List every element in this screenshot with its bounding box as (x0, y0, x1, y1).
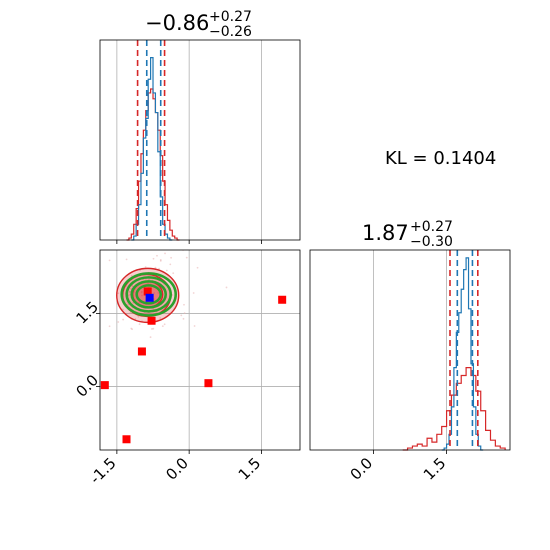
top-left-histograms (126, 57, 180, 241)
blue-square-marker (145, 293, 154, 302)
top-left-title-sub: −0.26 (209, 24, 252, 40)
top-left-gridlines (116, 40, 262, 240)
bottom-left-y-tick-label-0: 0.0 (72, 371, 102, 401)
sample-point (185, 256, 188, 259)
top-left-title: −0.86 (145, 11, 209, 35)
sample-point (149, 336, 152, 339)
bottom-left-x-tick-label-1: 0.0 (162, 454, 192, 484)
red-square-marker-1 (122, 435, 131, 444)
red-square-marker-4 (278, 295, 287, 304)
sample-point (152, 308, 155, 311)
sample-point (196, 266, 199, 269)
sample-point (138, 323, 141, 326)
red-square-marker-0 (100, 381, 109, 390)
red-square-marker-2 (137, 347, 146, 356)
sample-point (165, 269, 168, 272)
bottom-right-panel: 0.0 1.5 1.87 +0.27 −0.30 (309, 219, 511, 484)
sample-point (163, 323, 166, 326)
top-left-title-value: −0.86 (145, 11, 209, 35)
sample-point (172, 272, 175, 275)
red-square-marker-6 (143, 287, 152, 296)
sample-point (182, 317, 185, 320)
sample-point (147, 282, 149, 285)
top-left-panel: −0.86 +0.27 −0.26 (99, 9, 301, 244)
top-left-axes-border (99, 39, 301, 241)
sample-point (148, 278, 150, 281)
bottom-left-axes-border (99, 249, 301, 451)
green-contour-1 (125, 276, 173, 313)
sample-point (192, 292, 195, 294)
red-square-marker-5 (147, 316, 156, 325)
bottom-right-axes-border (309, 249, 511, 451)
sample-point (151, 328, 153, 330)
sample-point (152, 327, 155, 330)
sample-point (225, 286, 228, 289)
sample-point (164, 252, 166, 255)
top-left-tick-marks (116, 240, 262, 244)
top-left-red-histogram (126, 88, 180, 241)
sample-point (159, 317, 162, 319)
bottom-left-x-tick-label-2: 1.5 (235, 454, 265, 484)
sample-point (122, 318, 125, 321)
sample-point (117, 292, 120, 295)
sample-point (156, 254, 158, 257)
bottom-right-title-sup: +0.27 (410, 219, 453, 235)
kl-annotation: KL = 0.1404 (385, 148, 496, 169)
bottom-left-gridlines (100, 250, 300, 450)
sample-point (131, 285, 134, 288)
sample-point (152, 257, 155, 260)
sample-point (131, 328, 134, 331)
bottom-right-title: 1.87 (362, 221, 409, 245)
bottom-right-title-value: 1.87 (362, 221, 409, 245)
sample-point (108, 259, 111, 262)
sample-point (180, 314, 183, 317)
sample-point (193, 325, 196, 327)
green-contour-0 (120, 272, 178, 317)
bottom-left-x-tick-label-0: -1.5 (86, 454, 119, 487)
bottom-right-frame (310, 250, 510, 450)
bottom-right-quantile-lines (449, 250, 479, 450)
sample-point (125, 258, 128, 261)
sample-point (158, 267, 160, 270)
bottom-right-histograms (402, 257, 506, 451)
top-left-quantile-lines (136, 40, 166, 240)
sample-point (153, 292, 156, 294)
sample-point (108, 325, 111, 328)
sample-point (138, 301, 140, 304)
bottom-left-markers (100, 287, 287, 444)
top-left-frame (100, 40, 300, 240)
bottom-right-blue-histogram (441, 257, 484, 451)
red-square-marker-3 (204, 379, 213, 388)
sample-point (140, 290, 143, 293)
bottom-left-panel: -1.5 0.0 1.5 0.0 1.5 (72, 249, 301, 488)
green-contour-3 (135, 284, 163, 305)
bottom-right-x-tick-label-1: 1.5 (420, 454, 450, 484)
sample-point (159, 258, 162, 261)
top-left-title-sup: +0.27 (209, 9, 252, 25)
sample-point (128, 291, 131, 293)
bottom-right-x-tick-label-0: 0.0 (347, 454, 377, 484)
sample-point (161, 325, 164, 328)
sample-point (157, 292, 160, 294)
sample-point (169, 263, 172, 266)
sample-point (137, 315, 140, 318)
sample-point (154, 266, 157, 269)
sample-point (170, 256, 173, 259)
bottom-right-title-sub: −0.30 (410, 234, 453, 250)
green-contour-2 (130, 280, 168, 309)
sample-point (141, 294, 143, 297)
sample-point (127, 294, 130, 297)
sample-point (183, 312, 186, 315)
bottom-right-red-histogram (402, 367, 506, 451)
sample-point (144, 266, 147, 268)
sample-point (130, 287, 132, 290)
sample-point (183, 303, 185, 306)
sample-point (117, 321, 120, 323)
top-left-blue-histogram (131, 57, 173, 241)
bottom-left-y-tick-label-1: 1.5 (72, 298, 102, 328)
bottom-right-ticks: 0.0 1.5 (347, 450, 450, 484)
